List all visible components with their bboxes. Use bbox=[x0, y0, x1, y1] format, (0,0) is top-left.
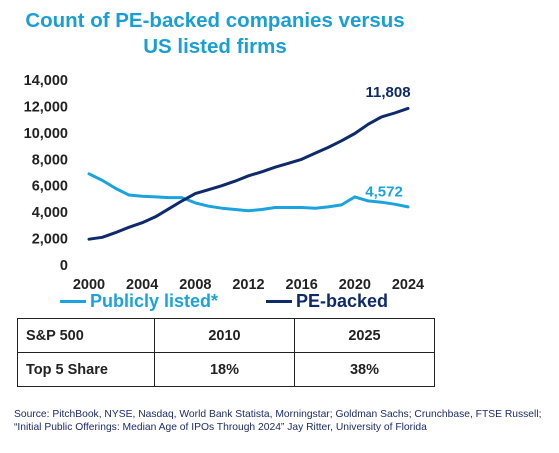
x-tick-label: 2008 bbox=[179, 277, 211, 293]
x-tick-label: 2016 bbox=[286, 277, 318, 293]
y-tick-label: 14,000 bbox=[24, 73, 68, 89]
table-header-2010: 2010 bbox=[154, 318, 295, 353]
legend-swatch-publicly-listed bbox=[60, 300, 86, 303]
x-tick-label: 2012 bbox=[232, 277, 264, 293]
end-label-pe-backed: 11,808 bbox=[366, 84, 411, 101]
chart-title: Count of PE-backed companies versus US l… bbox=[0, 8, 430, 60]
legend-item-pe-backed: PE-backed bbox=[266, 291, 388, 312]
series-layer bbox=[87, 106, 410, 241]
table-row: Top 5 Share 18% 38% bbox=[17, 352, 435, 387]
end-label-publicly-listed: 4,572 bbox=[365, 183, 403, 200]
y-tick-label: 4,000 bbox=[32, 205, 68, 221]
y-tick-label: 8,000 bbox=[32, 152, 68, 168]
chart-title-line-1: Count of PE-backed companies versus bbox=[25, 9, 405, 32]
y-tick-label: 10,000 bbox=[24, 126, 68, 142]
sp500-table: S&P 500 2010 2025 Top 5 Share 18% 38% bbox=[17, 318, 435, 387]
legend-label-publicly-listed: Publicly listed* bbox=[90, 291, 219, 311]
source-note: Source: PitchBook, NYSE, Nasdaq, World B… bbox=[14, 409, 542, 433]
table-header-label: S&P 500 bbox=[17, 318, 155, 353]
x-tick-label: 2004 bbox=[126, 277, 158, 293]
table-row-label: Top 5 Share bbox=[17, 352, 155, 387]
x-tick-label: 2020 bbox=[339, 277, 371, 293]
legend-swatch-pe-backed bbox=[266, 300, 292, 303]
table-header-2025: 2025 bbox=[294, 318, 435, 353]
y-tick-label: 0 bbox=[60, 258, 68, 274]
table-header-row: S&P 500 2010 2025 bbox=[17, 318, 435, 353]
line-chart: 02,0004,0006,0008,00010,00012,00014,000 … bbox=[24, 73, 424, 293]
table-cell-2010: 18% bbox=[154, 352, 295, 387]
y-axis: 0 2,000 4,000 6,000 8,000 10,000 12,000 14,000 bbox=[24, 73, 68, 274]
chart-legend: Publicly listed* PE-backed bbox=[0, 291, 559, 317]
x-axis: 2000 2004 2008 2012 2016 2020 2024 bbox=[73, 277, 424, 293]
legend-item-publicly-listed: Publicly listed* bbox=[60, 291, 218, 312]
legend-label-pe-backed: PE-backed bbox=[296, 291, 389, 311]
chart-title-line-2: US listed firms bbox=[143, 35, 287, 58]
x-tick-label: 2024 bbox=[392, 277, 424, 293]
series-line-publicly-listed bbox=[87, 172, 410, 213]
x-tick-label: 2000 bbox=[73, 277, 105, 293]
y-tick-label: 6,000 bbox=[32, 179, 68, 195]
end-labels: 4,572 11,808 bbox=[365, 84, 410, 200]
y-tick-label: 2,000 bbox=[32, 232, 68, 248]
table-cell-2025: 38% bbox=[294, 352, 435, 387]
series-line-pe-backed bbox=[87, 106, 410, 241]
y-tick-label: 12,000 bbox=[24, 99, 68, 115]
